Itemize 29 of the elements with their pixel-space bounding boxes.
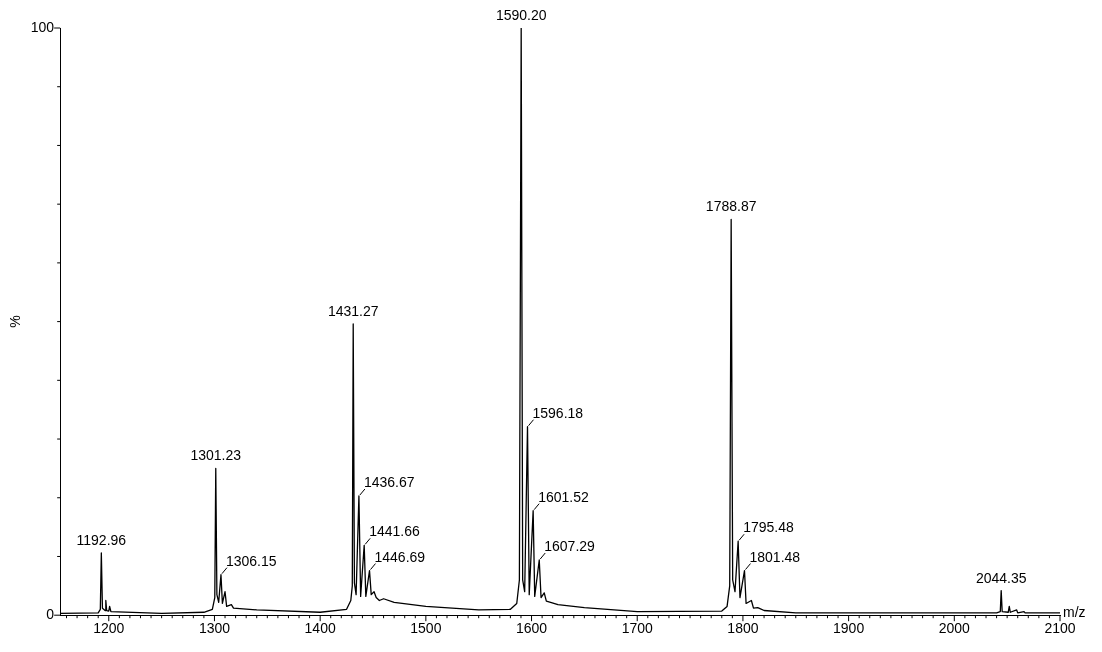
x-tick-label: 2000 <box>938 620 971 637</box>
x-tick-label: 1600 <box>515 620 548 637</box>
annotation: 2044.35 <box>975 569 1027 586</box>
y-axis-title: % <box>7 315 24 328</box>
annotation: 1788.87 <box>705 198 757 215</box>
annotation: 1795.48 <box>743 519 794 536</box>
annotation: 1596.18 <box>532 404 584 421</box>
x-axis-title: m/z <box>1063 604 1086 621</box>
x-tick-label: 1700 <box>621 620 654 637</box>
x-tick-label: 1800 <box>727 620 759 637</box>
annotation: 1446.69 <box>374 548 426 565</box>
y-tick-label: 0 <box>46 606 55 623</box>
annotation: 1590.20 <box>495 7 547 23</box>
annotation: 1441.66 <box>369 523 421 540</box>
annotation: 1431.27 <box>327 302 379 319</box>
y-tick-label: 100 <box>30 18 55 35</box>
x-tick-label: 2100 <box>1044 620 1076 637</box>
x-tick-label: 1300 <box>198 620 231 637</box>
annotation: 1801.48 <box>749 548 801 565</box>
annotation: 1192.96 <box>76 531 127 548</box>
annotation: 1436.67 <box>363 474 415 490</box>
x-tick-label: 1200 <box>93 620 125 637</box>
annotation: 1301.23 <box>190 447 242 464</box>
x-tick-label: 1500 <box>410 620 442 637</box>
x-tick-label: 1400 <box>304 620 336 637</box>
annotation: 1601.52 <box>538 488 589 505</box>
annotation: 1607.29 <box>544 538 596 554</box>
annotation: 1306.15 <box>225 552 277 569</box>
x-tick-label: 1900 <box>833 620 865 637</box>
